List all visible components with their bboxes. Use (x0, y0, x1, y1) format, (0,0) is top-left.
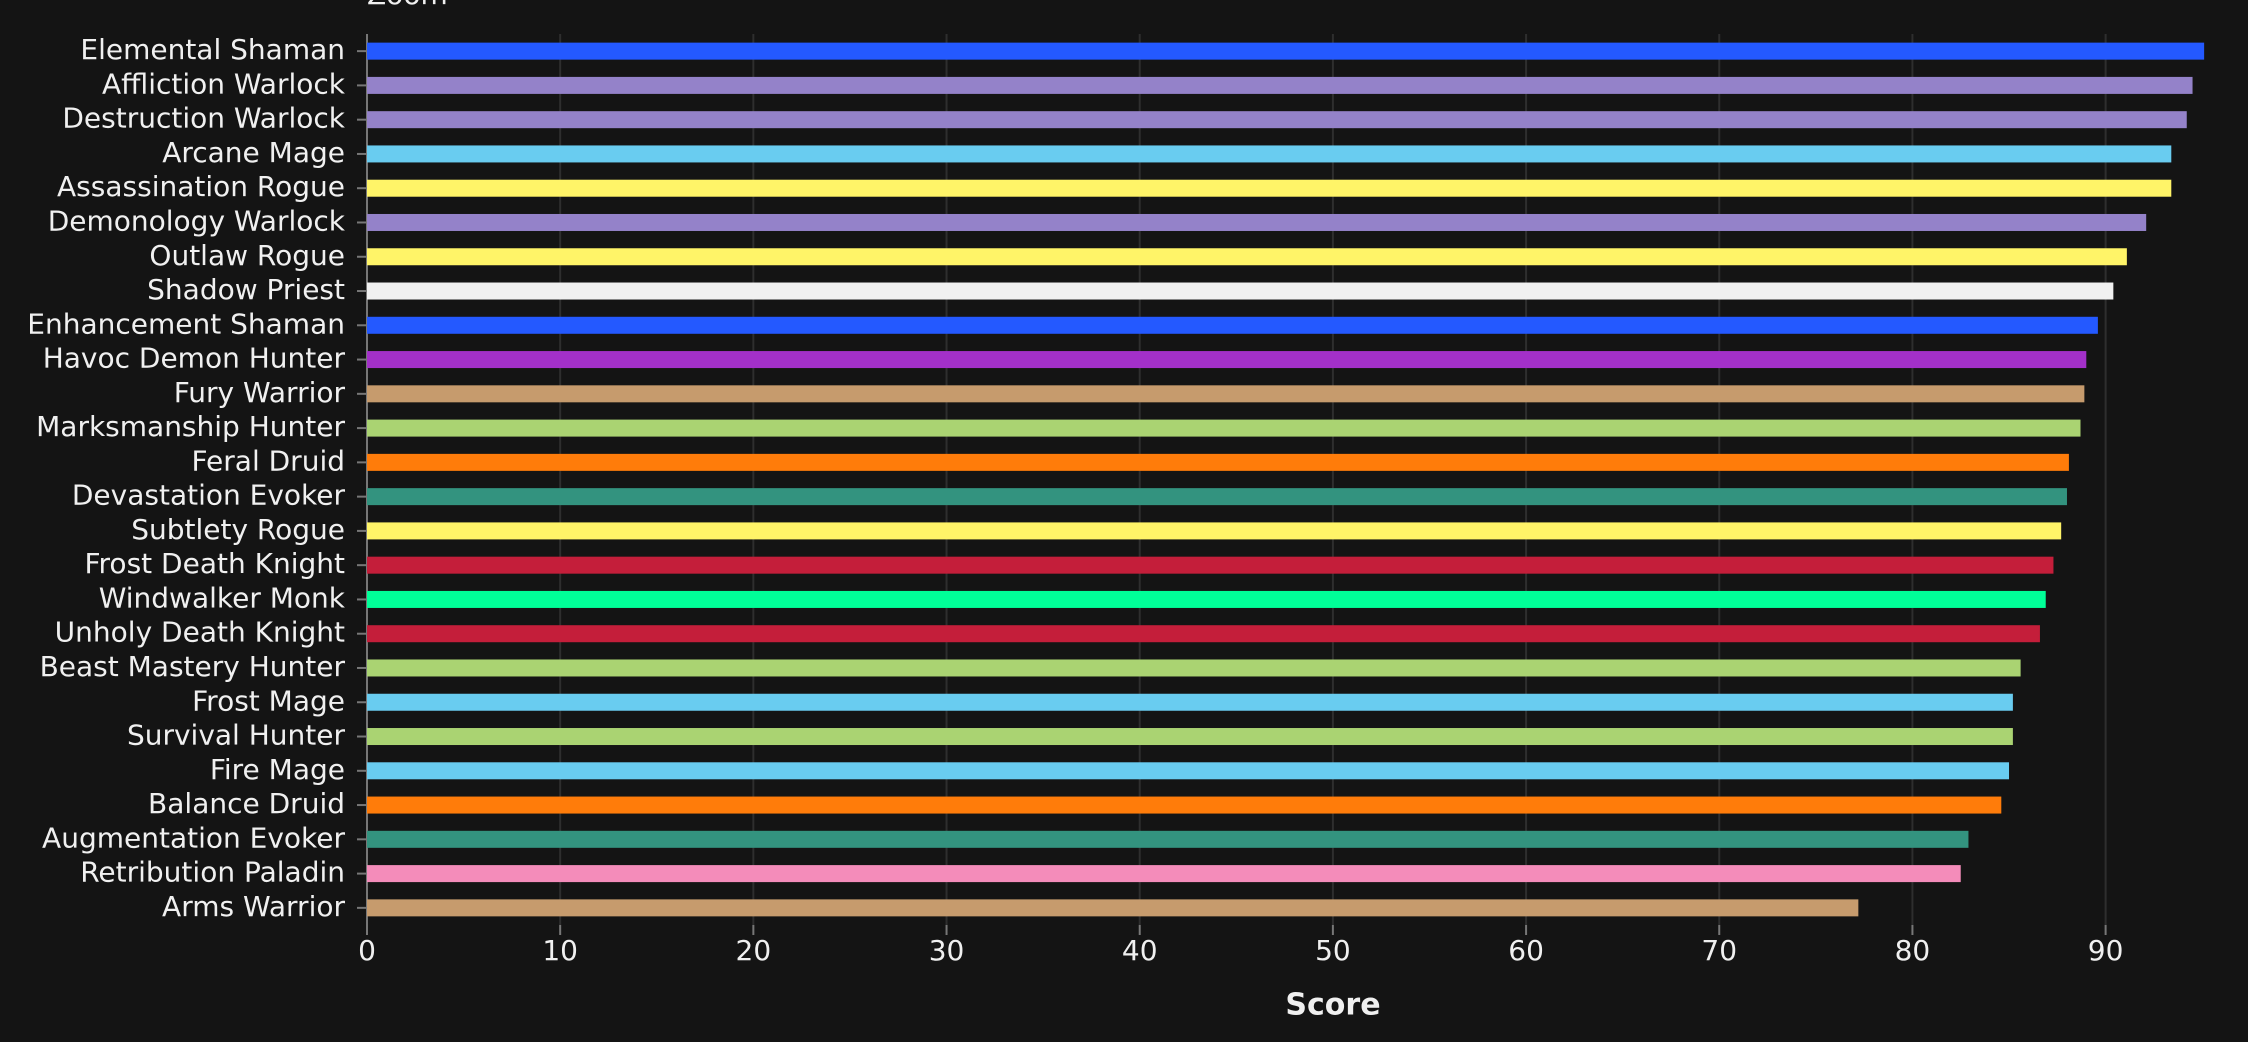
bar (367, 693, 2013, 711)
bar (367, 248, 2127, 266)
bar (367, 179, 2172, 197)
bar (367, 453, 2069, 471)
y-tick-label: Subtlety Rogue (131, 513, 345, 546)
x-tick-label: 90 (2088, 934, 2124, 967)
y-tick-label: Frost Mage (192, 684, 345, 717)
bar (367, 899, 1859, 917)
bar (367, 419, 2081, 437)
bar (367, 145, 2172, 163)
y-tick-label: Augmentation Evoker (42, 821, 345, 854)
y-tick-label: Retribution Paladin (80, 856, 345, 889)
y-tick-label: Enhancement Shaman (27, 307, 345, 340)
y-tick-label: Fire Mage (210, 753, 345, 786)
bar (367, 556, 2054, 574)
bar (367, 111, 2187, 129)
y-tick-label: Unholy Death Knight (55, 616, 345, 649)
bar (367, 76, 2193, 94)
y-tick-label: Outlaw Rogue (149, 239, 345, 272)
zoom-label[interactable]: Zoom (367, 0, 448, 11)
y-tick-label: Survival Hunter (127, 719, 346, 752)
y-tick-label: Havoc Demon Hunter (43, 342, 346, 375)
x-tick-label: 0 (358, 934, 376, 967)
bar (367, 351, 2087, 369)
bar (367, 213, 2147, 231)
y-tick-label: Arcane Mage (162, 136, 345, 169)
bar (367, 796, 2002, 814)
x-tick-label: 10 (542, 934, 578, 967)
bar (367, 316, 2098, 334)
y-tick-label: Elemental Shaman (80, 33, 345, 66)
y-tick-label: Beast Mastery Hunter (40, 650, 346, 683)
bar (367, 488, 2067, 506)
y-tick-label: Devastation Evoker (72, 479, 346, 512)
y-tick-label: Arms Warrior (162, 890, 345, 923)
bar (367, 830, 1969, 848)
x-axis-title: Score (1285, 988, 1380, 1023)
bar (367, 590, 2046, 608)
bar (367, 625, 2040, 643)
x-tick-label: 60 (1508, 934, 1544, 967)
y-tick-label: Demonology Warlock (48, 204, 346, 237)
x-tick-label: 20 (736, 934, 772, 967)
bar (367, 385, 2085, 403)
bar (367, 659, 2021, 677)
y-tick-label: Balance Druid (148, 787, 345, 820)
bar (367, 865, 1961, 883)
bar (367, 522, 2062, 540)
x-tick-label: 80 (1895, 934, 1931, 967)
x-tick-label: 40 (1122, 934, 1158, 967)
y-tick-label: Assassination Rogue (57, 170, 345, 203)
bar (367, 42, 2205, 60)
bar (367, 282, 2114, 300)
bar (367, 728, 2013, 746)
y-tick-label: Frost Death Knight (84, 547, 345, 580)
y-tick-label: Windwalker Monk (99, 581, 346, 614)
bar (367, 762, 2010, 780)
x-tick-label: 30 (929, 934, 965, 967)
y-tick-label: Affliction Warlock (102, 67, 346, 100)
x-tick-label: 70 (1701, 934, 1737, 967)
y-tick-label: Feral Druid (191, 444, 345, 477)
y-tick-label: Shadow Priest (147, 273, 345, 306)
y-tick-label: Marksmanship Hunter (36, 410, 345, 443)
x-tick-label: 50 (1315, 934, 1351, 967)
y-tick-label: Destruction Warlock (62, 102, 345, 135)
y-tick-label: Fury Warrior (174, 376, 346, 409)
